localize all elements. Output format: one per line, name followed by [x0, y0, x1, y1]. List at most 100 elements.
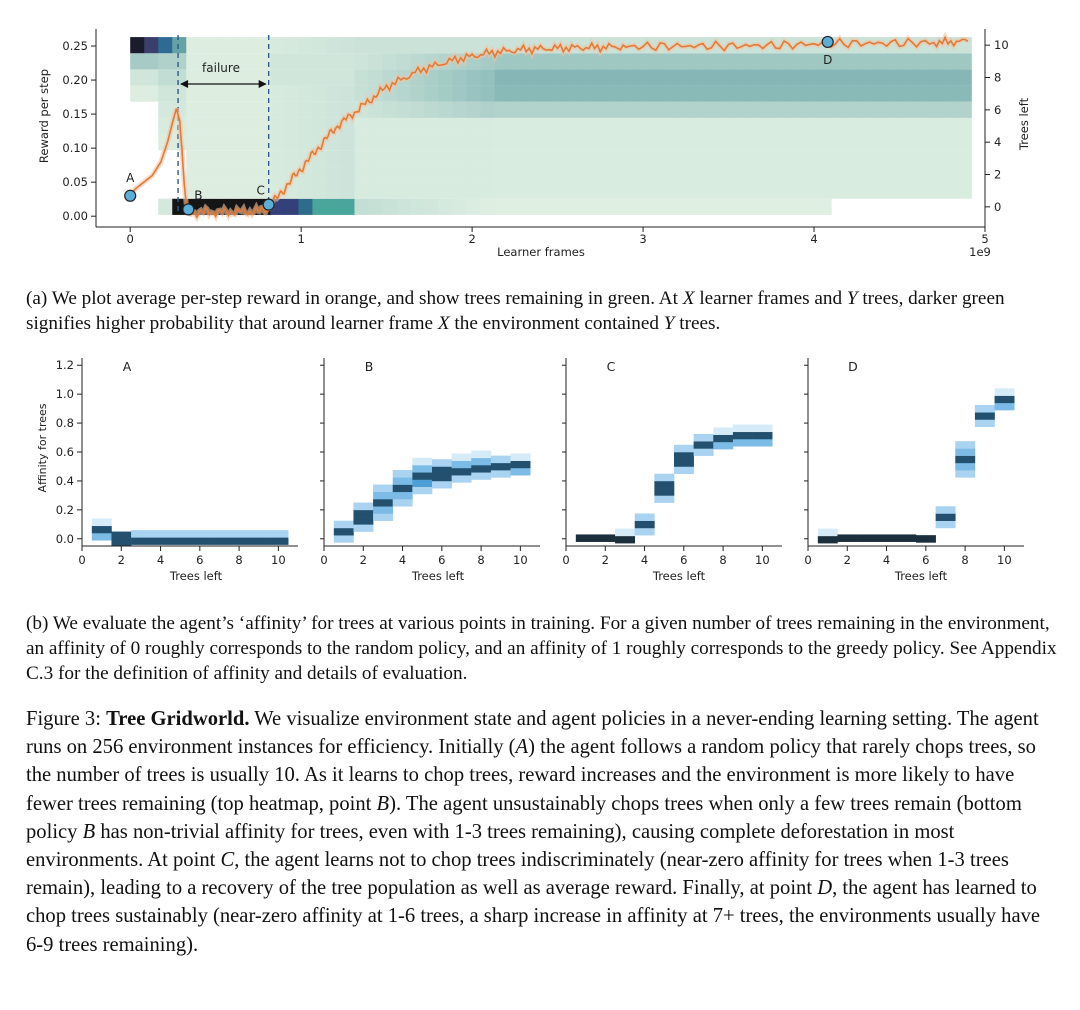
heat-cell	[929, 150, 944, 167]
heat-cell	[256, 182, 271, 199]
heat-cell	[326, 150, 341, 167]
heat-cell	[508, 150, 524, 167]
heat-cell	[747, 53, 762, 70]
heat-cell	[915, 182, 930, 199]
heat-cell	[775, 134, 790, 151]
heat-cell	[396, 101, 412, 118]
panel-x-tick-label: 2	[360, 553, 367, 567]
heat-cell	[270, 150, 285, 167]
heat-cell	[957, 101, 972, 118]
heat-cell	[424, 150, 440, 167]
heat-cell	[508, 53, 524, 70]
heat-cell	[592, 182, 608, 199]
heat-cell	[761, 101, 776, 118]
heat-cell	[859, 117, 874, 135]
affinity-cell	[817, 528, 838, 537]
heat-cell	[943, 134, 958, 151]
heat-cell	[396, 117, 412, 135]
heat-cell	[144, 53, 159, 70]
heat-cell	[901, 117, 916, 135]
affinity-cell	[209, 537, 230, 545]
caption-a-text-4: the environment contained	[449, 313, 664, 334]
heat-cell	[186, 150, 201, 167]
heat-cell	[606, 166, 622, 183]
panel-x-tick-label: 0	[804, 553, 811, 567]
heat-cell	[761, 85, 776, 102]
affinity-cell	[451, 453, 472, 461]
heat-cell	[466, 37, 482, 54]
heat-cell	[144, 69, 159, 86]
heat-cell	[648, 166, 664, 183]
heat-cell	[186, 166, 201, 183]
heat-cell	[312, 101, 327, 118]
heat-cell	[718, 53, 734, 70]
heat-cell	[690, 101, 706, 118]
y-right-tick-label: 4	[994, 135, 1001, 149]
heat-cell	[831, 117, 846, 135]
heat-cell	[718, 182, 734, 199]
heat-cell	[396, 198, 412, 215]
affinity-cell	[994, 402, 1015, 411]
heat-cell	[803, 53, 818, 70]
heat-cell	[466, 150, 482, 167]
heat-cell	[957, 69, 972, 86]
affinity-panel-a: 0 2 4 6 8 10 0.0 0.2 0.4 0.6 0.8 1.0 1.2	[56, 358, 298, 567]
heat-cell	[550, 69, 566, 86]
heat-cell	[578, 166, 594, 183]
heat-cell	[690, 198, 706, 215]
heat-cell	[228, 101, 243, 118]
heat-cell	[690, 166, 706, 183]
heat-cell	[480, 150, 496, 167]
heat-cell	[789, 166, 804, 183]
heat-cell	[859, 69, 874, 86]
affinity-cell	[248, 537, 269, 545]
heat-cell	[242, 134, 257, 151]
affinity-cell	[732, 438, 753, 447]
y-left-tick-label: 0.15	[62, 107, 88, 121]
heat-cell	[494, 150, 510, 167]
affinity-cell	[974, 412, 995, 420]
heat-cell	[186, 101, 201, 118]
heat-cell	[803, 182, 818, 199]
heat-cell	[214, 53, 229, 70]
heat-cell	[578, 85, 594, 102]
heat-cell	[228, 117, 243, 135]
heat-cell	[564, 150, 580, 167]
affinity-cell	[170, 537, 191, 545]
heat-cell	[494, 53, 510, 70]
heat-cell	[634, 198, 650, 215]
heat-cell	[172, 53, 187, 70]
heat-cell	[690, 182, 706, 199]
heat-cell	[424, 166, 440, 183]
heat-cell	[606, 101, 622, 118]
figure-caption: Figure 3: Tree Gridworld. We visualize e…	[26, 705, 1056, 959]
panel-y-tick-label: 0.2	[56, 503, 74, 517]
heat-cell	[242, 117, 257, 135]
heat-cell	[831, 53, 846, 70]
heat-cell	[915, 69, 930, 86]
heat-cell	[803, 134, 818, 151]
heat-cell	[368, 166, 384, 183]
heat-cell	[929, 85, 944, 102]
heat-cell	[929, 117, 944, 135]
heat-cell	[676, 85, 692, 102]
heat-cell	[620, 69, 636, 86]
affinity-cell	[595, 534, 616, 542]
panel-c-xlabel: Trees left	[652, 569, 706, 583]
heat-cell	[424, 117, 440, 135]
affinity-cell	[693, 433, 714, 442]
heat-cell	[536, 134, 552, 151]
panel-x-tick-label: 6	[196, 553, 203, 567]
heat-cell	[676, 150, 692, 167]
heat-cell	[522, 69, 538, 86]
figure-title: Tree Gridworld.	[106, 708, 250, 730]
heat-cell	[354, 166, 370, 183]
y-left-tick-label: 0.10	[62, 141, 88, 155]
heat-cell	[466, 101, 482, 118]
heat-cell	[887, 182, 902, 199]
heat-cell	[620, 101, 636, 118]
heat-cell	[718, 117, 734, 135]
heat-cell	[901, 182, 916, 199]
heat-cell	[410, 166, 426, 183]
heat-cell	[522, 166, 538, 183]
